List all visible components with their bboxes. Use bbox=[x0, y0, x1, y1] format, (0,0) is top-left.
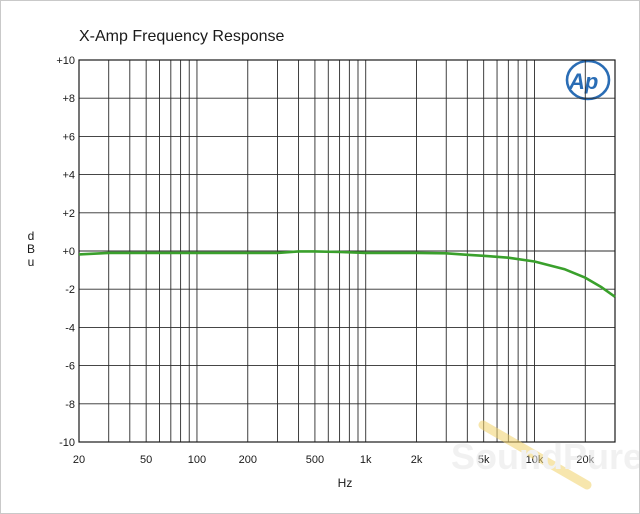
frequency-response-line bbox=[78, 250, 616, 298]
y-tick-label: -2 bbox=[65, 284, 75, 296]
y-tick-label: +8 bbox=[62, 93, 75, 105]
y-tick-label: +10 bbox=[56, 55, 75, 67]
x-axis-ticks: 20 50 100 200 500 1k 2k 5k 10k 20k bbox=[73, 454, 595, 466]
x-tick-label: 50 bbox=[140, 454, 152, 466]
watermark-text: SoundPure bbox=[451, 436, 639, 477]
y-tick-label: -4 bbox=[65, 322, 75, 334]
ap-logo-text: Ap bbox=[568, 69, 598, 94]
watermark-stripe bbox=[478, 420, 592, 490]
y-tick-label: +4 bbox=[62, 170, 75, 182]
x-tick-label: 5k bbox=[478, 454, 490, 466]
x-tick-label: 200 bbox=[239, 454, 257, 466]
y-tick-label: -8 bbox=[65, 399, 75, 411]
series-layer bbox=[78, 250, 616, 298]
y-tick-label: -10 bbox=[59, 437, 75, 449]
ap-logo: Ap bbox=[565, 59, 611, 101]
y-tick-label: -6 bbox=[65, 361, 75, 373]
y-tick-label: +6 bbox=[62, 131, 75, 143]
x-tick-label: 2k bbox=[411, 454, 423, 466]
y-axis-ticks: +10 +8 +6 +4 +2 +0 -2 -4 -6 -8 -10 bbox=[56, 55, 75, 449]
x-tick-label: 20 bbox=[73, 454, 85, 466]
y-tick-label: +2 bbox=[62, 208, 75, 220]
chart-title: X-Amp Frequency Response bbox=[79, 28, 285, 45]
y-tick-label: +0 bbox=[62, 246, 75, 258]
x-tick-label: 100 bbox=[188, 454, 206, 466]
x-tick-label: 500 bbox=[306, 454, 324, 466]
x-tick-label: 20k bbox=[576, 454, 594, 466]
plot-border bbox=[78, 59, 616, 443]
soundpure-watermark: SoundPure bbox=[451, 420, 639, 490]
x-tick-label: 1k bbox=[360, 454, 372, 466]
x-axis-label: Hz bbox=[338, 476, 353, 490]
ap-logo-ring bbox=[565, 59, 611, 101]
